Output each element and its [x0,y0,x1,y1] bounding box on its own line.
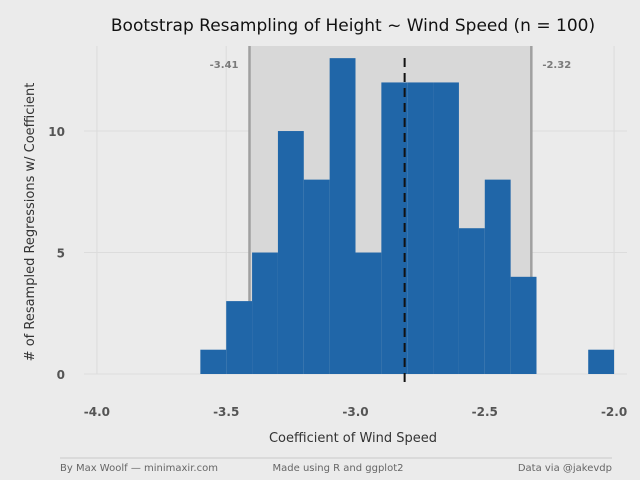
x-axis-title: Coefficient of Wind Speed [269,431,437,446]
histogram-bar [200,349,227,374]
histogram-bar [433,82,459,374]
histogram-bar [407,82,434,374]
axis-ticks: -4.0 -3.5 -3.0 -2.5 -2.0 0 5 10 [48,125,627,419]
y-axis-title: # of Resampled Regressions w/ Coefficien… [23,83,38,362]
ci-lower-label: -3.41 [210,60,239,71]
ci-upper-label: -2.32 [542,60,571,71]
y-tick-label: 5 [57,247,65,261]
histogram-bar [252,252,278,374]
x-tick-label: -2.5 [472,405,498,419]
x-tick-label: -4.0 [84,405,110,419]
histogram-bar [458,228,485,374]
x-tick-label: -3.5 [213,405,239,419]
chart-title: Bootstrap Resampling of Height ~ Wind Sp… [111,16,595,36]
histogram-bar [510,276,537,374]
x-tick-label: -3.0 [342,405,368,419]
histogram-bar [277,131,304,374]
histogram-bar [381,82,408,374]
histogram-bar [588,349,615,374]
histogram-bar [329,58,356,375]
footer-source: Data via @jakevdp [518,463,612,474]
footer-tools: Made using R and ggplot2 [273,463,404,474]
histogram-bars [200,58,615,375]
footer-author: By Max Woolf — minimaxir.com [60,463,218,474]
y-tick-label: 10 [48,125,65,139]
histogram-bar [226,301,253,374]
histogram-bar [303,179,330,374]
histogram-bar [355,252,382,374]
x-tick-label: -2.0 [601,405,627,419]
histogram-bar [484,179,511,374]
y-tick-label: 0 [57,368,65,382]
